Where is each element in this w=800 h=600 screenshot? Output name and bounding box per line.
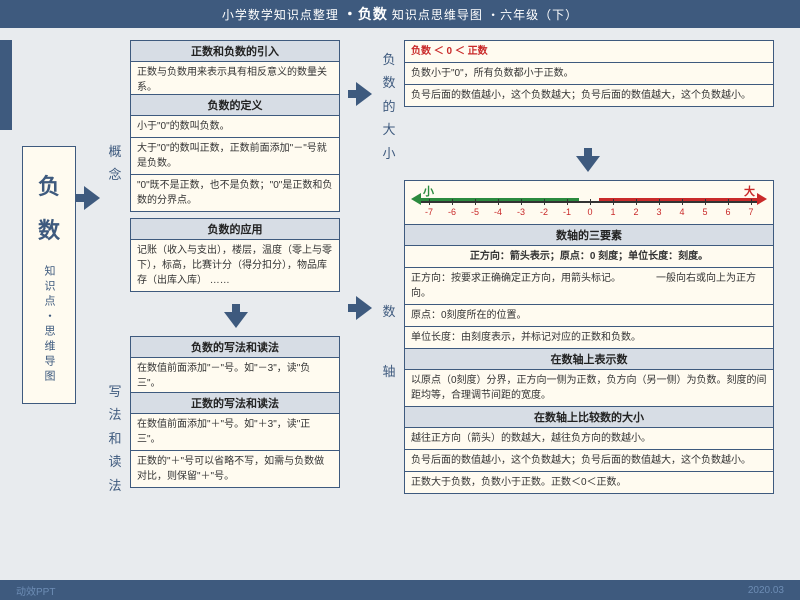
axis-c1: 正方向：按要求正确确定正方向，用箭头标记。 一般向右或向上为正方向。 <box>405 267 773 304</box>
edge-accent <box>0 40 12 130</box>
box-compare: 负数 ＜ 0 ＜ 正数 负数小于"0"，所有负数都小于正数。 负号后面的数值越小… <box>404 40 774 107</box>
compare-c2: 负数小于"0"，所有负数都小于正数。 <box>405 62 773 84</box>
box-def-c2: 大于"0"的数叫正数，正数前面添加"－"号就是负数。 <box>131 137 339 174</box>
title-sub: 知识点・思维导图 <box>41 265 57 385</box>
axis-c4: 以原点（0刻度）分界，正方向一侧为正数，负方向（另一侧）为负数。刻度的间距均等，… <box>405 370 773 406</box>
axis-c5: 越往正方向（箭头）的数越大，越往负方向的数越小。 <box>405 428 773 449</box>
axis-h1: 数轴的三要素 <box>405 225 773 246</box>
box-neg-write: 负数的写法和读法 在数值前面添加"－"号。如"－3"，读"负三"。 <box>130 336 340 395</box>
arrow-3 <box>356 82 372 106</box>
arrow-1 <box>84 186 100 210</box>
axis-l1: 正方向：箭头表示；原点：0 刻度；单位长度：刻度。 <box>405 246 773 267</box>
box-app-c: 记账（收入与支出），楼层，温度（零上与零下），标高，比赛计分（得分扣分），物品库… <box>131 240 339 291</box>
label-axis: 数 <box>380 300 398 323</box>
axis-h2: 在数轴上表示数 <box>405 348 773 370</box>
label-concept: 概念 <box>106 140 124 187</box>
box-neg-write-h: 负数的写法和读法 <box>131 337 339 358</box>
label-compare: 负数的大小 <box>380 48 398 165</box>
axis-h3: 在数轴上比较数的大小 <box>405 406 773 428</box>
box-def: 负数的定义 小于"0"的数叫负数。 大于"0"的数叫正数，正数前面添加"－"号就… <box>130 94 340 212</box>
box-intro-c: 正数与负数用来表示具有相反意义的数量关系。 <box>131 62 339 98</box>
box-def-c3: "0"既不是正数，也不是负数；"0"是正数和负数的分界点。 <box>131 174 339 211</box>
box-pos-write-c1: 在数值前面添加"＋"号。如"＋3"，读"正三"。 <box>131 414 339 450</box>
box-neg-write-c: 在数值前面添加"－"号。如"－3"，读"负三"。 <box>131 358 339 394</box>
title-char-1: 负 <box>23 165 75 209</box>
box-def-c1: 小于"0"的数叫负数。 <box>131 116 339 137</box>
arrow-5 <box>356 296 372 320</box>
arrow-2 <box>224 312 248 328</box>
box-app: 负数的应用 记账（收入与支出），楼层，温度（零上与零下），标高，比赛计分（得分扣… <box>130 218 340 292</box>
box-intro-h: 正数和负数的引入 <box>131 41 339 62</box>
numline-big: 大 <box>744 183 755 199</box>
footer: 动效PPT 2020.03 <box>0 580 800 600</box>
compare-c1: 负数 ＜ 0 ＜ 正数 <box>405 41 773 62</box>
axis-c7: 正数大于负数，负数小于正数。正数＜0＜正数。 <box>405 471 773 493</box>
box-pos-write: 正数的写法和读法 在数值前面添加"＋"号。如"＋3"，读"正三"。 正数的"＋"… <box>130 392 340 488</box>
box-axis: 小 大 -7-6-5-4-3-2-101234567 数轴的三要素 正方向：箭头… <box>404 180 774 494</box>
box-app-h: 负数的应用 <box>131 219 339 240</box>
footer-left: 动效PPT <box>16 583 55 598</box>
compare-c3: 负号后面的数值越小，这个负数越大；负号后面的数值越大，这个负数越小。 <box>405 84 773 106</box>
footer-right: 2020.03 <box>748 585 784 596</box>
box-intro: 正数和负数的引入 正数与负数用来表示具有相反意义的数量关系。 <box>130 40 340 99</box>
numline-small: 小 <box>423 183 434 199</box>
number-line: 小 大 -7-6-5-4-3-2-101234567 <box>405 181 773 225</box>
box-def-h: 负数的定义 <box>131 95 339 116</box>
box-pos-write-h: 正数的写法和读法 <box>131 393 339 414</box>
label-write: 写法和读法 <box>106 380 124 497</box>
header: 小学数学知识点整理・负数 知识点思维导图 ・六年级（下） <box>0 0 800 28</box>
axis-c2: 原点：0刻度所在的位置。 <box>405 304 773 326</box>
title-box: 负 数 知识点・思维导图 <box>22 146 76 404</box>
title-char-2: 数 <box>23 209 75 253</box>
arrow-4 <box>576 156 600 172</box>
label-axis2: 轴 <box>380 360 398 383</box>
axis-c3: 单位长度：由刻度表示，并标记对应的正数和负数。 <box>405 326 773 348</box>
box-pos-write-c2: 正数的"＋"号可以省略不写，如需与负数做对比，则保留"＋"号。 <box>131 450 339 487</box>
axis-c6: 负号后面的数值越小，这个负数越大；负号后面的数值越大，这个负数越小。 <box>405 449 773 471</box>
